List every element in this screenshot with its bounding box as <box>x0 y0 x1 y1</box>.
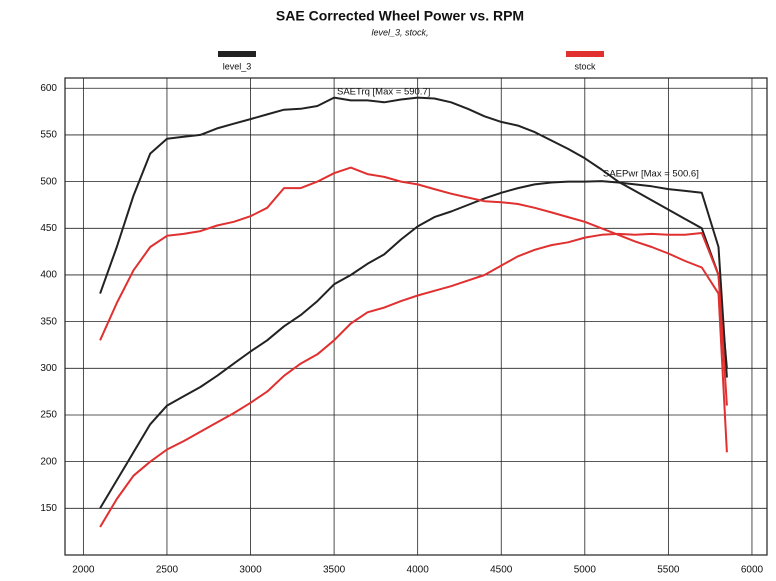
x-tick-label: 4000 <box>407 565 430 576</box>
y-tick-label: 550 <box>40 130 57 141</box>
power-line <box>99 232 728 528</box>
x-tick-label: 2000 <box>72 565 95 576</box>
legend-swatch <box>566 51 604 57</box>
legend-swatch <box>218 51 256 57</box>
y-tick-label: 400 <box>40 270 57 281</box>
x-tick-label: 5000 <box>574 565 597 576</box>
chart-subtitle: level_3, stock, <box>371 27 428 37</box>
legend-label: stock <box>574 61 596 71</box>
y-tick-label: 500 <box>40 176 57 187</box>
y-tick-label: 450 <box>40 223 57 234</box>
y-tick-label: 300 <box>40 363 57 374</box>
legend-label: level_3 <box>223 61 252 71</box>
y-tick-label: 350 <box>40 316 57 327</box>
x-tick-label: 5500 <box>657 565 680 576</box>
x-tick-label: 6000 <box>741 565 764 576</box>
y-tick-label: 200 <box>40 456 57 467</box>
annotation: SAEPwr [Max = 500.6] <box>603 169 699 180</box>
x-tick-label: 3500 <box>323 565 346 576</box>
plot-area <box>64 77 768 556</box>
annotation: SAETrq [Max = 590.7] <box>337 87 430 98</box>
torque-line <box>99 96 728 369</box>
torque-line <box>99 166 728 453</box>
y-tick-label: 150 <box>40 503 57 514</box>
chart-title: SAE Corrected Wheel Power vs. RPM <box>276 8 524 24</box>
y-tick-label: 600 <box>40 83 57 94</box>
y-tick-label: 250 <box>40 410 57 421</box>
power-line <box>99 180 728 509</box>
x-tick-label: 2500 <box>156 565 179 576</box>
x-tick-label: 4500 <box>490 565 513 576</box>
x-tick-label: 3000 <box>239 565 262 576</box>
